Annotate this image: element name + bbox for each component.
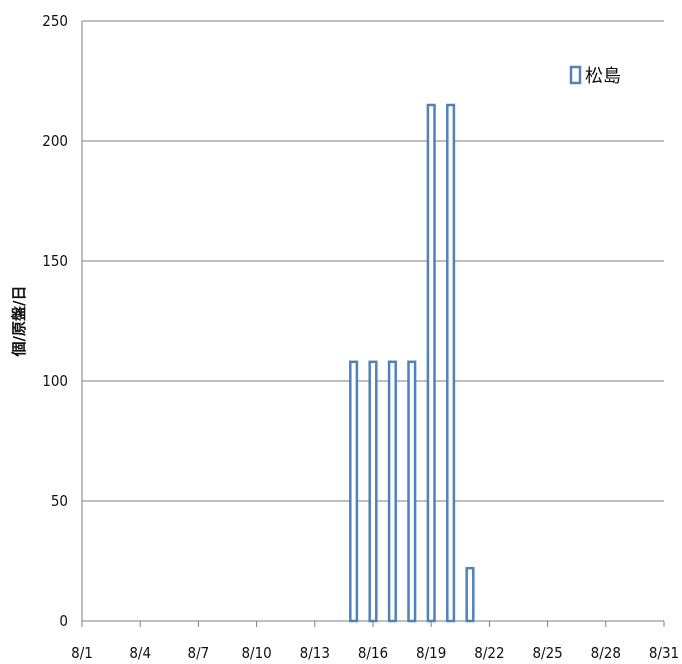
y-tick-label: 0 xyxy=(59,612,68,630)
x-tick-labels: 8/1 8/4 8/7 8/10 8/13 8/16 8/19 8/22 8/25 8/28 8/3… xyxy=(71,644,679,662)
bar xyxy=(446,103,456,623)
y-tick-label: 50 xyxy=(51,492,68,510)
bar xyxy=(368,360,378,623)
bar xyxy=(426,103,436,623)
y-tick-labels: 0 50 100 150 200 250 xyxy=(42,12,68,630)
y-tick-label: 150 xyxy=(42,252,68,270)
legend-swatch-matsushima xyxy=(569,65,582,85)
y-tick-label: 100 xyxy=(42,372,68,390)
x-tick-label: 8/31 xyxy=(649,644,679,662)
x-tick-label: 8/7 xyxy=(188,644,210,662)
legend: 松島 xyxy=(569,65,621,87)
x-tick-label: 8/25 xyxy=(532,644,562,662)
bar xyxy=(387,360,397,623)
x-tick-label: 8/13 xyxy=(300,644,330,662)
bar xyxy=(349,360,359,623)
x-tick-label: 8/28 xyxy=(591,644,621,662)
x-tick-label: 8/1 xyxy=(71,644,93,662)
bar xyxy=(407,360,417,623)
y-tick-label: 250 xyxy=(42,12,68,30)
y-axis-label: 個/原盤/日 xyxy=(10,286,28,358)
bars xyxy=(349,103,475,623)
x-tick-label: 8/19 xyxy=(416,644,446,662)
y-tick-label: 200 xyxy=(42,132,68,150)
x-tick-label: 8/16 xyxy=(358,644,388,662)
x-tick-label: 8/4 xyxy=(129,644,151,662)
bar xyxy=(465,566,475,623)
x-tick-label: 8/22 xyxy=(474,644,504,662)
legend-label-matsushima: 松島 xyxy=(585,66,621,87)
x-tick-label: 8/10 xyxy=(241,644,271,662)
